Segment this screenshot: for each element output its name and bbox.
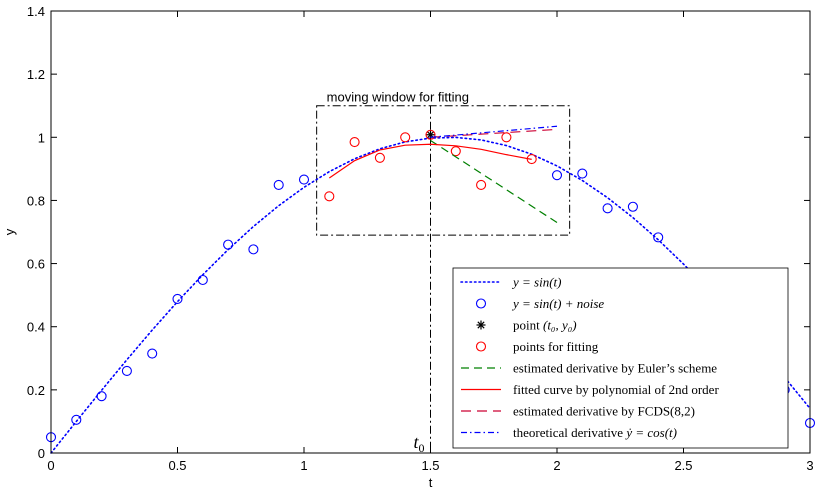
y-tick-label: 0.6 (27, 257, 45, 272)
legend-math-part: (t₀, y₀) (543, 318, 577, 333)
data-point (627, 201, 638, 212)
data-point (476, 179, 487, 191)
legend-label: point (t₀, y₀) (513, 318, 577, 333)
y-tick-label: 0.4 (27, 320, 45, 335)
legend-label: fitted curve by polynomial of 2nd order (513, 382, 719, 397)
data-point (248, 244, 259, 255)
star-stroke (477, 321, 485, 329)
y-tick-label: 1 (38, 130, 45, 145)
legend-marker (475, 341, 487, 352)
data-point (425, 129, 436, 140)
legend-marker (475, 298, 487, 309)
legend-text-part: theoretical derivative (513, 425, 626, 440)
legend-label: estimated derivative by Euler’s scheme (513, 361, 717, 376)
moving-window (316, 105, 571, 453)
legend-math-part: y = sin(t) + noise (511, 296, 604, 311)
point-t0-y0 (426, 130, 435, 140)
data-point (121, 365, 132, 376)
x-tick-label: 2 (553, 458, 560, 473)
data-point (298, 174, 310, 185)
y-tick-label: 0 (38, 446, 45, 461)
y-tick-label: 0.8 (27, 193, 45, 208)
y-tick-label: 1.4 (27, 4, 45, 19)
data-point (96, 391, 107, 402)
y-tick-label: 1.2 (27, 67, 45, 82)
data-point (577, 168, 588, 179)
data-point (400, 132, 411, 143)
t0-main: t (414, 432, 420, 452)
series-line (430, 139, 558, 224)
legend-math-part: ẏ = cos(t) (624, 425, 677, 440)
data-point (147, 348, 158, 359)
data-point (273, 179, 284, 191)
legend-label: theoretical derivative ẏ = cos(t) (513, 425, 677, 440)
x-tick-label: 2.5 (674, 458, 692, 473)
data-point (197, 274, 208, 286)
data-point (450, 146, 461, 157)
legend-text-part: estimated derivative by Euler’s scheme (513, 361, 717, 376)
series-line (328, 143, 532, 179)
data-point (501, 132, 512, 143)
legend-label: y = sin(t) (511, 275, 561, 290)
series-line (430, 125, 558, 138)
legend-text-part: points for fitting (513, 339, 599, 354)
x-tick-label: 1.5 (421, 458, 439, 473)
series-line (430, 128, 558, 138)
data-point (349, 136, 360, 148)
window-box (316, 105, 571, 236)
legend-label: y = sin(t) + noise (511, 296, 604, 311)
y-tick-label: 0.2 (27, 383, 45, 398)
window-label: moving window for fitting (327, 90, 469, 105)
t0-label: t0 (414, 432, 425, 455)
t0-subscript: 0 (419, 441, 425, 455)
data-point (71, 414, 82, 425)
legend-label: points for fitting (513, 339, 599, 354)
data-point (324, 191, 335, 202)
legend-marker (476, 320, 486, 330)
series-layer (45, 125, 816, 454)
legend: y = sin(t) y = sin(t) + noise point (t₀, y… (452, 267, 789, 449)
x-tick-label: 0 (47, 458, 54, 473)
data-point (223, 239, 234, 250)
data-point (172, 293, 183, 304)
axes: 0 0.5 1 1.5 2 2.5 3 0 0.2 0.4 0.6 0.8 1 1.2 1.4 (27, 4, 814, 473)
legend-box (452, 267, 789, 449)
data-point (602, 203, 613, 214)
data-point (653, 232, 664, 243)
x-tick-label: 3 (806, 458, 813, 473)
star-stroke (426, 131, 435, 139)
legend-text-part: fitted curve by polynomial of 2nd order (513, 382, 719, 397)
legend-text-part: estimated derivative by FCDS(8,2) (513, 404, 695, 419)
legend-label: estimated derivative by FCDS(8,2) (513, 404, 695, 419)
legend-text-part: point (513, 318, 543, 333)
x-tick-label: 1 (300, 458, 307, 473)
x-axis-label: t (429, 475, 433, 490)
data-point (551, 170, 563, 181)
y-axis-label: y (2, 228, 17, 235)
legend-math-part: y = sin(t) (511, 275, 561, 290)
x-tick-label: 0.5 (168, 458, 186, 473)
data-point (374, 152, 385, 163)
